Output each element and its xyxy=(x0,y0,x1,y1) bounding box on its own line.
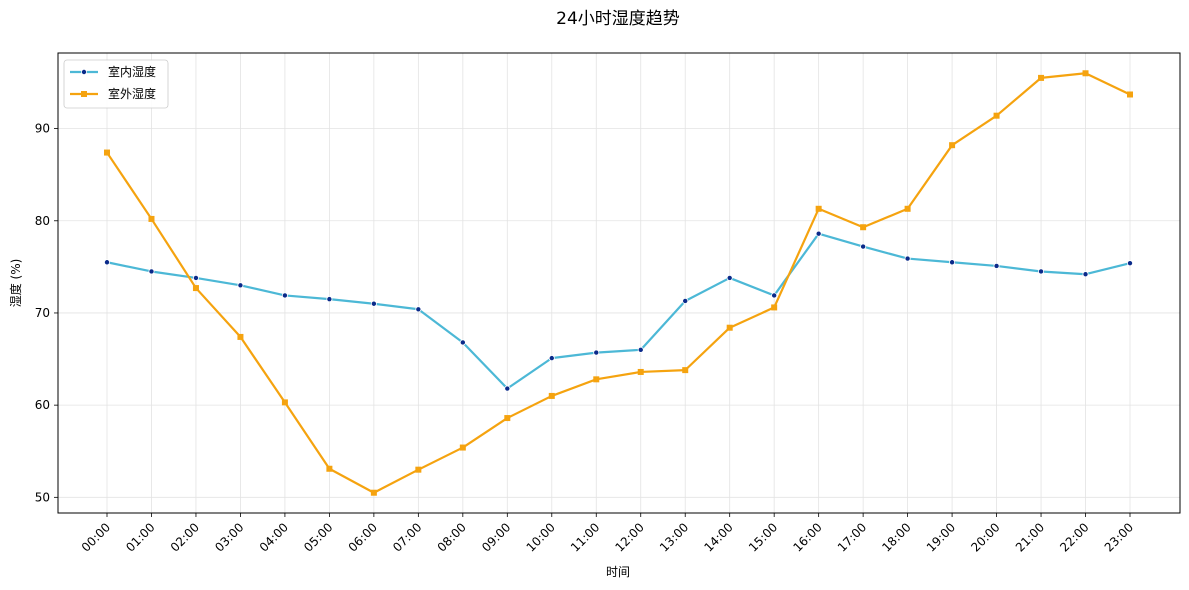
x-tick-label: 10:00 xyxy=(524,520,558,554)
series-1-point xyxy=(237,282,244,289)
x-tick-label: 03:00 xyxy=(212,520,246,554)
legend-marker-1 xyxy=(81,69,88,76)
series-1-point xyxy=(415,306,422,313)
series-2-point xyxy=(993,112,1000,119)
series-2-point xyxy=(1082,70,1089,77)
series-2-point xyxy=(504,415,511,422)
x-tick-label: 22:00 xyxy=(1057,520,1091,554)
series-2-point xyxy=(548,392,555,399)
series-2-point xyxy=(326,465,333,472)
series-2-point xyxy=(192,285,199,292)
grid xyxy=(58,53,1180,513)
y-tick-label: 60 xyxy=(35,398,50,412)
series-1-point xyxy=(771,292,778,299)
series-1-point xyxy=(904,255,911,262)
series-2-point xyxy=(237,333,244,340)
series-1-point xyxy=(1082,271,1089,278)
x-tick-label: 14:00 xyxy=(701,520,735,554)
chart-title: 24小时湿度趋势 xyxy=(556,9,680,29)
series-2-point xyxy=(815,205,822,212)
series-1-point xyxy=(459,339,466,346)
series-1-point xyxy=(1127,260,1134,267)
legend-label-1: 室内湿度 xyxy=(108,64,156,79)
series-1-point xyxy=(993,262,1000,269)
x-tick-label: 07:00 xyxy=(390,520,424,554)
series-1-point xyxy=(548,355,555,362)
x-tick-label: 11:00 xyxy=(568,520,602,554)
series-2-point xyxy=(1127,91,1133,98)
plot-frame xyxy=(57,52,1181,514)
series-line-2 xyxy=(106,72,1131,494)
x-tick-label: 05:00 xyxy=(301,520,335,554)
series-2-point xyxy=(593,376,600,383)
x-tick-label: 20:00 xyxy=(968,520,1002,554)
x-tick-label: 08:00 xyxy=(435,520,469,554)
series-2-point xyxy=(415,466,422,473)
y-tick-label: 70 xyxy=(35,306,50,320)
series-2-point xyxy=(949,142,956,149)
series-1-point xyxy=(281,292,288,299)
series-2-point xyxy=(860,224,867,231)
x-tick-label: 01:00 xyxy=(123,520,157,554)
series-1-point xyxy=(593,349,600,356)
y-tick-label: 80 xyxy=(35,214,50,228)
series-2-point xyxy=(637,368,644,375)
series-2-point xyxy=(771,304,778,311)
series-1-point xyxy=(860,243,867,250)
x-axis-title: 时间 xyxy=(606,565,630,579)
series-2-point xyxy=(281,399,288,406)
series-1-point xyxy=(726,274,733,281)
y-axis-title: 湿度 (%) xyxy=(8,259,23,308)
x-ticks: 00:00 01:00 02:00 03:00 04:00 05:00 06:00 07:00… xyxy=(79,513,1136,555)
series-2-point xyxy=(726,324,733,331)
x-tick-label: 19:00 xyxy=(924,520,958,554)
series-1-point xyxy=(949,259,956,266)
x-tick-label: 15:00 xyxy=(746,520,780,554)
y-ticks: 50 60 70 80 90 xyxy=(35,122,58,504)
series-1-point xyxy=(326,296,333,303)
x-tick-label: 18:00 xyxy=(879,520,913,554)
x-tick-label: 04:00 xyxy=(257,520,291,554)
series-layer xyxy=(104,70,1134,496)
series-2-point xyxy=(104,149,110,156)
legend-marker-2 xyxy=(81,91,87,97)
series-1-point xyxy=(682,297,689,304)
series-1-point xyxy=(1038,268,1045,275)
x-tick-label: 21:00 xyxy=(1013,520,1047,554)
x-tick-label: 23:00 xyxy=(1102,520,1136,554)
x-tick-label: 00:00 xyxy=(79,520,113,554)
x-tick-label: 16:00 xyxy=(790,520,824,554)
series-2-point xyxy=(370,489,377,496)
series-1-point xyxy=(370,300,377,307)
series-2-point xyxy=(904,205,911,212)
series-1-point xyxy=(504,385,511,392)
series-1-point xyxy=(192,274,199,281)
x-tick-label: 09:00 xyxy=(479,520,513,554)
x-tick-label: 02:00 xyxy=(168,520,202,554)
x-tick-label: 06:00 xyxy=(346,520,380,554)
series-1-point xyxy=(148,268,155,275)
series-line-1 xyxy=(106,232,1131,390)
x-tick-label: 12:00 xyxy=(612,520,646,554)
series-1-point xyxy=(104,259,111,266)
x-tick-label: 17:00 xyxy=(835,520,869,554)
series-2-point xyxy=(1038,74,1045,81)
legend-label-2: 室外湿度 xyxy=(108,86,156,101)
x-tick-label: 13:00 xyxy=(657,520,691,554)
y-tick-label: 50 xyxy=(35,490,50,504)
series-2-point xyxy=(459,444,466,451)
series-1-point xyxy=(637,346,644,353)
series-1-point xyxy=(815,230,822,237)
series-2-point xyxy=(682,367,689,374)
series-2-point xyxy=(148,215,155,222)
y-tick-label: 90 xyxy=(35,122,50,136)
